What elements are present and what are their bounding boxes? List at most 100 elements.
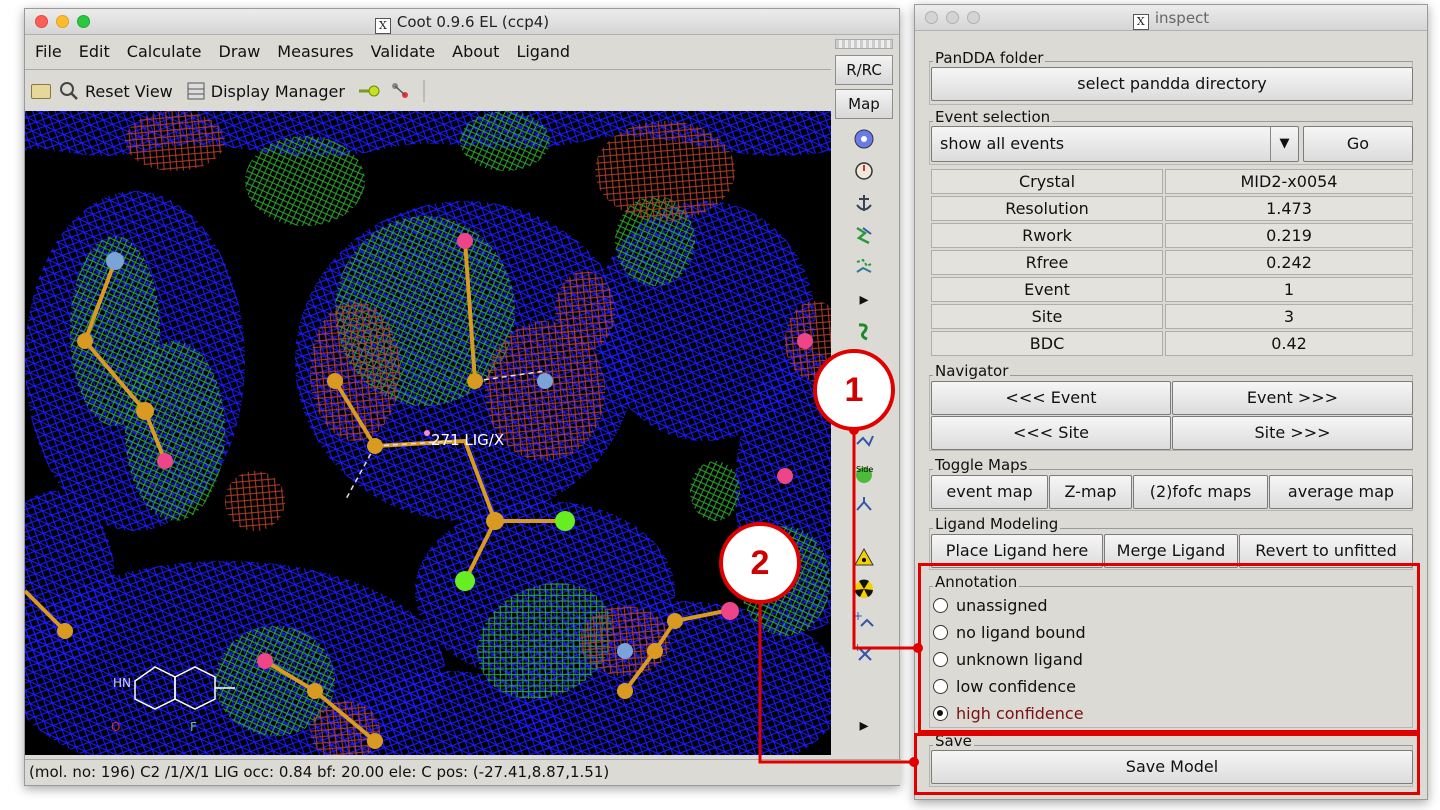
radio-label: low confidence: [956, 677, 1076, 696]
menu-calculate[interactable]: Calculate: [126, 41, 202, 61]
save-label: Save: [933, 732, 974, 750]
molecule-icon[interactable]: [389, 81, 411, 101]
magnifier-icon: [60, 82, 78, 100]
display-manager-label: Display Manager: [210, 81, 345, 101]
callout-1: 1: [813, 349, 895, 431]
real-space-refine-icon[interactable]: [851, 222, 877, 248]
go-button[interactable]: Go: [1303, 126, 1413, 162]
prev-event-button[interactable]: <<< Event: [931, 381, 1171, 415]
toolbar-separator: [422, 80, 425, 102]
prev-site-button[interactable]: <<< Site: [931, 416, 1171, 450]
radio-button[interactable]: [933, 652, 948, 667]
toolbar-grip[interactable]: [835, 39, 893, 49]
menu-file[interactable]: File: [35, 41, 62, 61]
go-to-atom-icon[interactable]: [357, 82, 381, 100]
radio-label: no ligand bound: [956, 623, 1086, 642]
z-map-button[interactable]: Z-map: [1049, 475, 1132, 509]
reset-view-button[interactable]: Reset View: [59, 81, 173, 101]
menu-ligand[interactable]: Ligand: [516, 41, 571, 61]
annotation-option-unassigned[interactable]: unassigned: [933, 596, 1048, 615]
select-pandda-directory-button[interactable]: select pandda directory: [931, 67, 1413, 101]
annotation-option-high-confidence[interactable]: high confidence: [933, 704, 1084, 723]
fit-loop-icon[interactable]: [851, 318, 877, 344]
next-site-button[interactable]: Site >>>: [1172, 416, 1413, 450]
coot-title: Coot 0.9.6 EL (ccp4): [396, 13, 550, 31]
window-controls: [35, 15, 90, 28]
revert-to-unfitted-button[interactable]: Revert to unfitted: [1239, 534, 1413, 568]
coot-window: X Coot 0.9.6 EL (ccp4) File Edit Calculat…: [24, 8, 901, 786]
radio-button[interactable]: [933, 679, 948, 694]
svg-text:HN: HN: [113, 676, 131, 690]
flip-peptide-icon[interactable]: [851, 428, 877, 454]
event-map-button[interactable]: event map: [931, 475, 1048, 509]
radio-label: unknown ligand: [956, 650, 1083, 669]
radio-label: unassigned: [956, 596, 1048, 615]
rotate-icon[interactable]: [851, 158, 877, 184]
dropdown-arrow-icon: ▼: [1270, 127, 1298, 161]
maximize-window-button[interactable]: [77, 15, 90, 28]
menu-measures[interactable]: Measures: [277, 41, 354, 61]
radio-button[interactable]: [933, 625, 948, 640]
annotation-option-no-ligand-bound[interactable]: no ligand bound: [933, 623, 1086, 642]
graphics-viewport[interactable]: HN O F 271 LIG/X: [25, 111, 831, 755]
average-map-button[interactable]: average map: [1269, 475, 1413, 509]
close-window-button[interactable]: [35, 15, 48, 28]
table-value: 3: [1165, 304, 1413, 329]
svg-text:+: +: [853, 642, 862, 654]
svg-text:F: F: [190, 720, 197, 734]
minimize-window-button[interactable]: [56, 15, 69, 28]
inspect-maximize-button[interactable]: [967, 11, 980, 24]
side-chain-icon[interactable]: Side: [851, 460, 877, 486]
inspect-close-button[interactable]: [925, 11, 938, 24]
annotation-option-low-confidence[interactable]: low confidence: [933, 677, 1076, 696]
save-model-button[interactable]: Save Model: [931, 750, 1413, 784]
delete-hazard-icon[interactable]: [851, 544, 877, 570]
annotation-highlight-box: [918, 563, 1420, 733]
svg-text:Side: Side: [856, 465, 873, 474]
svg-text:O: O: [111, 720, 120, 734]
menu-draw[interactable]: Draw: [218, 41, 261, 61]
add-terminal-residue-icon[interactable]: +: [851, 608, 877, 634]
table-value: 0.42: [1165, 331, 1413, 356]
anchor-icon[interactable]: [851, 190, 877, 216]
table-value: 0.242: [1165, 250, 1413, 275]
rotate-translate-icon[interactable]: [851, 126, 877, 152]
rrc-button[interactable]: R/RC: [835, 55, 893, 85]
menu-about[interactable]: About: [452, 41, 500, 61]
annotation-frame: [929, 586, 1413, 728]
next-event-button[interactable]: Event >>>: [1172, 381, 1413, 415]
inspect-window-controls: [925, 11, 980, 24]
svg-text:+: +: [853, 610, 863, 623]
radio-button[interactable]: [933, 598, 948, 613]
fofc-maps-button[interactable]: (2)fofc maps: [1133, 475, 1268, 509]
merge-ligand-button[interactable]: Merge Ligand: [1104, 534, 1238, 568]
expand-arrow-icon[interactable]: ▸: [859, 288, 869, 310]
radiation-icon[interactable]: [851, 576, 877, 602]
event-selection-label: Event selection: [933, 108, 1053, 126]
main-toolbar: Reset View Display Manager: [25, 73, 831, 109]
display-manager-button[interactable]: Display Manager: [187, 82, 345, 101]
menu-validate[interactable]: Validate: [370, 41, 436, 61]
radio-label-selected: high confidence: [956, 704, 1084, 723]
reset-view-label: Reset View: [85, 81, 173, 101]
add-atom-icon[interactable]: [851, 492, 877, 518]
ligand-modeling-label: Ligand Modeling: [933, 515, 1061, 533]
inspect-minimize-button[interactable]: [946, 11, 959, 24]
navigator-label: Navigator: [933, 362, 1011, 380]
regularize-icon[interactable]: [851, 254, 877, 280]
open-folder-icon[interactable]: [31, 83, 51, 99]
display-manager-icon: [187, 82, 205, 100]
save-highlight-box: [914, 733, 1420, 795]
menu-edit[interactable]: Edit: [78, 41, 110, 61]
annotation-option-unknown-ligand[interactable]: unknown ligand: [933, 650, 1083, 669]
map-button[interactable]: Map: [835, 89, 893, 119]
table-key: Site: [931, 304, 1163, 329]
table-value: MID2-x0054: [1165, 169, 1413, 194]
electron-density-map: HN O F 271 LIG/X: [25, 111, 831, 755]
place-ligand-button[interactable]: Place Ligand here: [931, 534, 1103, 568]
more-tools-arrow-icon[interactable]: ▸: [859, 714, 869, 736]
radio-button-selected[interactable]: [933, 706, 948, 721]
event-filter-dropdown[interactable]: show all events ▼: [931, 126, 1299, 162]
crosslink-icon[interactable]: +: [851, 640, 877, 666]
